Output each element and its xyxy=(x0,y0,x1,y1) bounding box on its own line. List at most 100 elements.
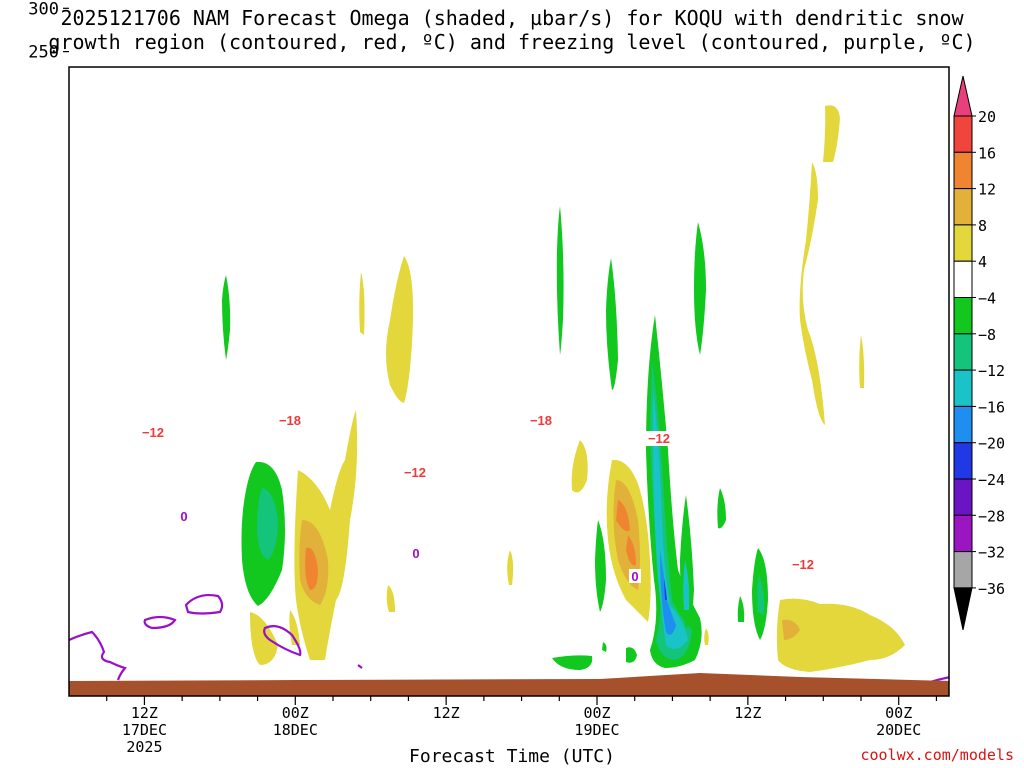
colorbar-level-label: 4 xyxy=(978,253,987,271)
colorbar-swatch xyxy=(953,551,973,589)
colorbar-swatch xyxy=(953,260,973,299)
contour-labels: −12 −18 −12 −18 −12 −12 0 0 0 xyxy=(140,413,817,584)
colorbar-level-label: −20 xyxy=(978,435,1005,453)
omega-shade-area xyxy=(660,550,676,635)
colorbar-swatch xyxy=(953,224,973,262)
colorbar-level-label: −24 xyxy=(978,471,1005,489)
omega-shade-area xyxy=(305,547,318,590)
plot-frame xyxy=(68,66,950,697)
x-tick-date: 18DEC xyxy=(273,721,318,739)
colorbar-level-label: −36 xyxy=(978,580,1005,598)
colorbar-swatch xyxy=(953,151,973,190)
x-tick-date: 19DEC xyxy=(574,721,619,739)
x-tick-label: 00Z xyxy=(282,704,309,722)
y-axis: 2503003504004505005506006507007508008509… xyxy=(28,0,69,63)
omega-shade-area xyxy=(552,655,593,670)
freezing-level-contour-cell xyxy=(69,630,127,681)
terrain-ground xyxy=(69,673,949,696)
colorbar-swatch xyxy=(953,115,973,153)
credit-text: coolwx.com/models xyxy=(860,746,1014,764)
omega-shade-area xyxy=(257,488,278,560)
contour-label-zero-c: 0 xyxy=(631,569,638,584)
x-axis-title: Forecast Time (UTC) xyxy=(409,746,615,767)
omega-shade-area xyxy=(595,520,606,612)
colorbar-swatch xyxy=(953,514,973,553)
omega-shading xyxy=(222,105,905,672)
omega-shade-area xyxy=(859,335,865,388)
contour-label-minus12-a: −12 xyxy=(142,425,164,440)
colorbar-level-label: −8 xyxy=(978,326,996,344)
colorbar-swatch xyxy=(953,297,973,335)
omega-shade-area xyxy=(606,258,618,390)
colorbar-swatch xyxy=(953,188,973,226)
omega-shade-area xyxy=(556,206,564,355)
colorbar-level-label: 12 xyxy=(978,181,996,199)
chart-title-line-2: growth region (contoured, red, ºC) and f… xyxy=(48,30,976,54)
colorbar-level-label: 20 xyxy=(978,108,996,126)
contour-label-minus18-b: −18 xyxy=(530,413,552,428)
omega-shade-area xyxy=(776,598,905,672)
colorbar-swatch xyxy=(953,405,973,444)
omega-shade-area xyxy=(386,256,414,403)
omega-shade-area xyxy=(683,560,690,610)
x-tick-label: 00Z xyxy=(583,704,610,722)
x-tick-date: 20DEC xyxy=(876,721,921,739)
x-tick-label: 12Z xyxy=(433,704,460,722)
omega-shade-area xyxy=(250,612,278,665)
contour-label-zero-b: 0 xyxy=(412,546,419,561)
freezing-level-contour-cell xyxy=(143,615,177,630)
omega-shade-area xyxy=(359,272,365,335)
omega-shade-area xyxy=(602,642,607,652)
x-tick-year: 2025 xyxy=(126,738,162,756)
freezing-level-contour-cell xyxy=(263,625,302,657)
colorbar: 20 16 12 8 4 −4 −8 −12 −16 −20 −24 −28 −32 −36 xyxy=(953,75,1005,631)
omega-shade-area xyxy=(616,500,630,532)
freezing-level-closed-contours xyxy=(69,593,949,684)
freezing-level-contour-cell xyxy=(184,593,224,615)
pressure-gridlines xyxy=(69,0,949,52)
colorbar-level-label: −32 xyxy=(978,544,1005,562)
colorbar-swatch xyxy=(953,369,973,407)
omega-shade-area xyxy=(222,275,231,360)
colorbar-level-label: −28 xyxy=(978,507,1005,525)
colorbar-bottom-arrow xyxy=(953,587,973,631)
x-tick-date: 17DEC xyxy=(122,721,167,739)
colorbar-swatch xyxy=(953,478,973,516)
omega-shade-area xyxy=(717,488,726,529)
colorbar-level-label: 16 xyxy=(978,144,996,162)
colorbar-level-label: −4 xyxy=(978,290,996,308)
y-tick-label: 300 xyxy=(28,0,59,19)
omega-shade-area xyxy=(694,222,706,355)
contour-label-minus12-b: −12 xyxy=(404,465,426,480)
omega-shade-area xyxy=(704,628,709,645)
omega-shade-area xyxy=(799,162,825,425)
omega-shade-area xyxy=(782,619,800,640)
x-tick-label: 12Z xyxy=(734,704,761,722)
omega-shade-area xyxy=(507,550,514,585)
contour-label-minus18-a: −18 xyxy=(279,413,301,428)
y-tick-label: 250 xyxy=(28,43,59,63)
contour-label-minus12-d: −12 xyxy=(792,557,814,572)
omega-shade-area xyxy=(386,585,395,612)
colorbar-top-arrow xyxy=(953,75,973,117)
omega-shade-area xyxy=(571,440,588,493)
colorbar-swatch xyxy=(953,333,973,371)
colorbar-level-label: 8 xyxy=(978,217,987,235)
omega-shade-area xyxy=(823,105,840,162)
colorbar-swatch xyxy=(953,442,973,480)
chart-title: 2025121706 NAM Forecast Omega (shaded, µ… xyxy=(0,6,1024,54)
x-tick-label: 12Z xyxy=(131,704,158,722)
omega-shade-area xyxy=(664,578,667,600)
omega-shade-area xyxy=(737,596,745,622)
contour-label-zero-a: 0 xyxy=(180,509,187,524)
contour-label-minus12-c: −12 xyxy=(648,431,670,446)
x-tick-label: 00Z xyxy=(885,704,912,722)
omega-shade-area xyxy=(626,647,637,663)
chart-title-line-1: 2025121706 NAM Forecast Omega (shaded, µ… xyxy=(60,6,964,30)
colorbar-level-label: −12 xyxy=(978,362,1005,380)
freezing-level-contour-cell xyxy=(357,664,363,669)
omega-shade-area xyxy=(757,575,765,615)
omega-shade-area xyxy=(626,535,636,566)
